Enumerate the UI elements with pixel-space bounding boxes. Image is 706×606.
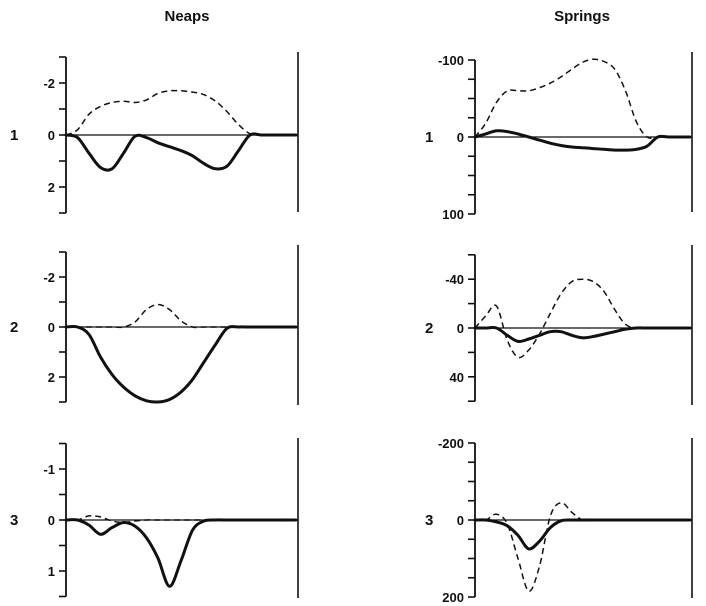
panel-springs-2-tick-label: -40: [445, 272, 464, 287]
panel-springs-3: 3 -200 0 200: [425, 436, 693, 605]
panel-neaps-3-tick-label: 0: [48, 513, 55, 528]
column-title-neaps: Neaps: [164, 8, 209, 25]
panel-springs-3-tick-label: 200: [442, 590, 464, 605]
panel-springs-1-tick-label: -100: [438, 53, 464, 68]
panel-neaps-1-solid-series-line: [64, 132, 298, 172]
column-title-springs: Springs: [554, 8, 610, 25]
panel-neaps-1: 1 -2 0 2: [10, 52, 299, 214]
panel-springs-1-tick-label: 0: [457, 130, 464, 145]
panel-springs-2-solid-series-line: [473, 325, 692, 344]
panel-neaps-1-row-label: 1: [10, 127, 18, 144]
panel-neaps-1-tick-label: 2: [48, 180, 55, 195]
panel-neaps-2-solid-series-line: [64, 324, 298, 404]
panel-neaps-3-row-label: 3: [10, 512, 18, 529]
panel-springs-3-tick-label: 0: [457, 513, 464, 528]
panel-springs-2: 2 -40 0 40: [425, 245, 693, 405]
panel-neaps-1-tick-label: 0: [48, 128, 55, 143]
panel-neaps-3: 3 -1 0 1: [10, 438, 299, 598]
panel-neaps-2: 2 -2 0 2: [10, 245, 299, 405]
panel-springs-2-row-label: 2: [425, 320, 433, 337]
panel-springs-2-tick-label: 0: [457, 321, 464, 336]
panel-neaps-2-tick-label: -2: [43, 270, 55, 285]
panel-springs-1: 1 -100 0 100: [425, 52, 693, 222]
panel-neaps-3-tick-label: 1: [48, 564, 55, 579]
panel-neaps-2-tick-label: 0: [48, 320, 55, 335]
panel-springs-2-dashed-series-line: [474, 278, 690, 359]
panel-springs-3-solid-series-line: [473, 518, 692, 551]
panel-neaps-3-solid-series-line: [64, 518, 298, 588]
panel-neaps-2-tick-label: 2: [48, 370, 55, 385]
panel-springs-1-dashed-series-line: [474, 58, 690, 139]
panel-neaps-3-dashed-series-line: [65, 514, 296, 524]
panel-neaps-1-tick-label: -2: [43, 76, 55, 91]
panel-springs-2-tick-label: 40: [450, 370, 464, 385]
panel-springs-1-row-label: 1: [425, 129, 433, 146]
panel-springs-1-solid-series-line: [473, 129, 692, 152]
panel-springs-1-tick-label: 100: [442, 207, 464, 222]
panel-neaps-3-tick-label: -1: [43, 462, 55, 477]
panel-springs-3-row-label: 3: [425, 512, 433, 529]
panel-springs-3-dashed-series-line: [474, 501, 690, 592]
panel-grid: 1 -2 0 2 1 -100 0 100 2 -2 0 2 2 -40 0 40 3 -1 0 1 3 -200 0 200: [10, 52, 693, 605]
panel-springs-3-tick-label: -200: [438, 436, 464, 451]
panel-neaps-2-row-label: 2: [10, 319, 18, 336]
panel-neaps-2-dashed-series-line: [66, 303, 296, 329]
panel-neaps-1-dashed-series-line: [65, 89, 296, 136]
